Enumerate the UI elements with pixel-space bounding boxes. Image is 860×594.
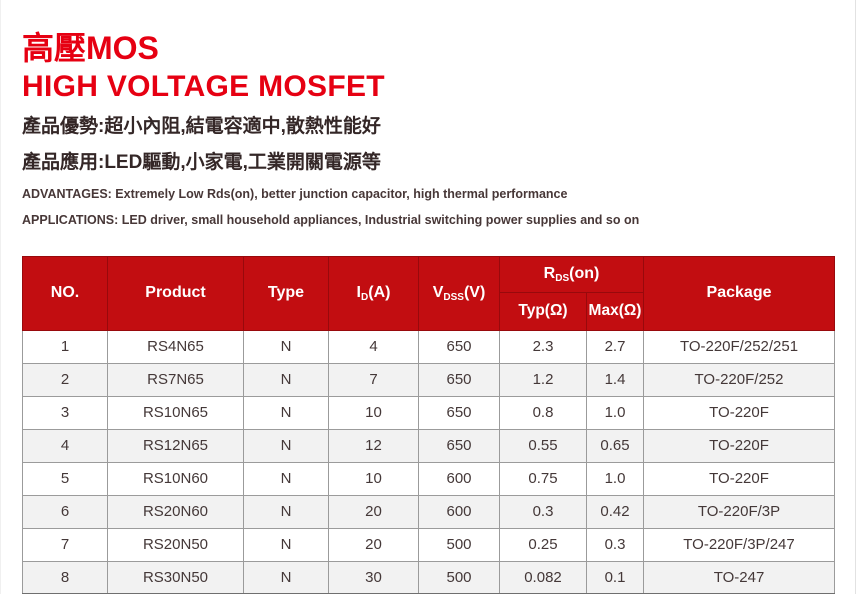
cell-no: 4 — [22, 428, 108, 463]
cell-vdss: 500 — [418, 560, 500, 594]
cell-typ: 0.8 — [499, 395, 587, 430]
cell-typ: 2.3 — [499, 329, 587, 364]
column-header-vdss: VDSS(V) — [418, 255, 500, 331]
advantages-line-zh: 產品優勢:超小內阻,結電容適中,散熱性能好 — [22, 115, 381, 137]
cell-vdss: 500 — [418, 527, 500, 562]
cell-id: 4 — [328, 329, 419, 364]
cell-type: N — [243, 395, 329, 430]
table-row: 5 RS10N60 N 10 600 0.75 1.0 TO-220F — [22, 461, 836, 496]
cell-max: 1.0 — [585, 395, 645, 430]
cell-max: 0.1 — [585, 560, 645, 594]
cell-typ: 1.2 — [499, 362, 587, 397]
cell-id: 20 — [328, 527, 419, 562]
column-header-type: Type — [243, 255, 329, 331]
cell-product: RS10N65 — [107, 395, 244, 430]
column-header-no: NO. — [22, 255, 108, 331]
cell-product: RS12N65 — [107, 428, 244, 463]
cell-no: 8 — [22, 560, 108, 594]
cell-id: 7 — [328, 362, 419, 397]
cell-package: TO-220F/3P/247 — [643, 527, 836, 562]
column-header-id: ID(A) — [328, 255, 419, 331]
table-row: 2 RS7N65 N 7 650 1.2 1.4 TO-220F/252 — [22, 362, 836, 397]
cell-typ: 0.55 — [499, 428, 587, 463]
column-header-typ: Typ(Ω) — [499, 291, 587, 331]
advantages-line-en: ADVANTAGES: Extremely Low Rds(on), bette… — [22, 187, 568, 202]
column-header-rds-on: RDS(on) — [498, 255, 645, 293]
table-row: 3 RS10N65 N 10 650 0.8 1.0 TO-220F — [22, 395, 836, 430]
cell-vdss: 600 — [418, 494, 500, 529]
cell-package: TO-220F — [643, 395, 836, 430]
cell-type: N — [243, 527, 329, 562]
cell-type: N — [243, 428, 329, 463]
cell-package: TO-220F/252/251 — [643, 329, 836, 364]
cell-package: TO-220F/3P — [643, 494, 836, 529]
cell-id: 20 — [328, 494, 419, 529]
cell-package: TO-220F — [643, 461, 836, 496]
cell-type: N — [243, 329, 329, 364]
cell-product: RS10N60 — [107, 461, 244, 496]
cell-vdss: 650 — [418, 362, 500, 397]
cell-id: 10 — [328, 461, 419, 496]
cell-product: RS4N65 — [107, 329, 244, 364]
cell-max: 1.0 — [585, 461, 645, 496]
cell-max: 2.7 — [585, 329, 645, 364]
cell-type: N — [243, 461, 329, 496]
cell-product: RS30N50 — [107, 560, 244, 594]
cell-vdss: 650 — [418, 329, 500, 364]
cell-type: N — [243, 494, 329, 529]
cell-max: 0.42 — [585, 494, 645, 529]
table-row: 6 RS20N60 N 20 600 0.3 0.42 TO-220F/3P — [22, 494, 836, 529]
cell-type: N — [243, 362, 329, 397]
column-header-product: Product — [107, 255, 244, 331]
cell-product: RS20N60 — [107, 494, 244, 529]
cell-no: 5 — [22, 461, 108, 496]
cell-no: 6 — [22, 494, 108, 529]
cell-no: 1 — [22, 329, 108, 364]
table-row: 7 RS20N50 N 20 500 0.25 0.3 TO-220F/3P/2… — [22, 527, 836, 562]
cell-vdss: 650 — [418, 395, 500, 430]
cell-typ: 0.082 — [499, 560, 587, 594]
page-title-zh: 高壓MOS — [22, 30, 159, 66]
cell-max: 0.3 — [585, 527, 645, 562]
cell-typ: 0.25 — [499, 527, 587, 562]
cell-product: RS20N50 — [107, 527, 244, 562]
cell-no: 3 — [22, 395, 108, 430]
cell-typ: 0.75 — [499, 461, 587, 496]
table-row: 4 RS12N65 N 12 650 0.55 0.65 TO-220F — [22, 428, 836, 463]
cell-vdss: 650 — [418, 428, 500, 463]
table-body: 1 RS4N65 N 4 650 2.3 2.7 TO-220F/252/251… — [22, 329, 836, 594]
table-header: NO. Product Type ID(A) VDSS(V) RDS(on) P… — [22, 255, 836, 331]
applications-line-en: APPLICATIONS: LED driver, small househol… — [22, 213, 640, 228]
cell-product: RS7N65 — [107, 362, 244, 397]
table-row: 8 RS30N50 N 30 500 0.082 0.1 TO-247 — [22, 560, 836, 594]
cell-id: 30 — [328, 560, 419, 594]
cell-vdss: 600 — [418, 461, 500, 496]
cell-no: 2 — [22, 362, 108, 397]
cell-id: 10 — [328, 395, 419, 430]
column-header-max: Max(Ω) — [585, 291, 645, 331]
applications-line-zh: 產品應用:LED驅動,小家電,工業開關電源等 — [22, 152, 381, 174]
column-header-package: Package — [643, 255, 836, 331]
cell-no: 7 — [22, 527, 108, 562]
page-title-en: HIGH VOLTAGE MOSFET — [22, 69, 385, 103]
cell-package: TO-247 — [643, 560, 836, 594]
cell-max: 1.4 — [585, 362, 645, 397]
cell-type: N — [243, 560, 329, 594]
cell-typ: 0.3 — [499, 494, 587, 529]
cell-max: 0.65 — [585, 428, 645, 463]
cell-package: TO-220F — [643, 428, 836, 463]
table-row: 1 RS4N65 N 4 650 2.3 2.7 TO-220F/252/251 — [22, 329, 836, 364]
mosfet-spec-table: NO. Product Type ID(A) VDSS(V) RDS(on) P… — [22, 255, 836, 594]
cell-id: 12 — [328, 428, 419, 463]
cell-package: TO-220F/252 — [643, 362, 836, 397]
